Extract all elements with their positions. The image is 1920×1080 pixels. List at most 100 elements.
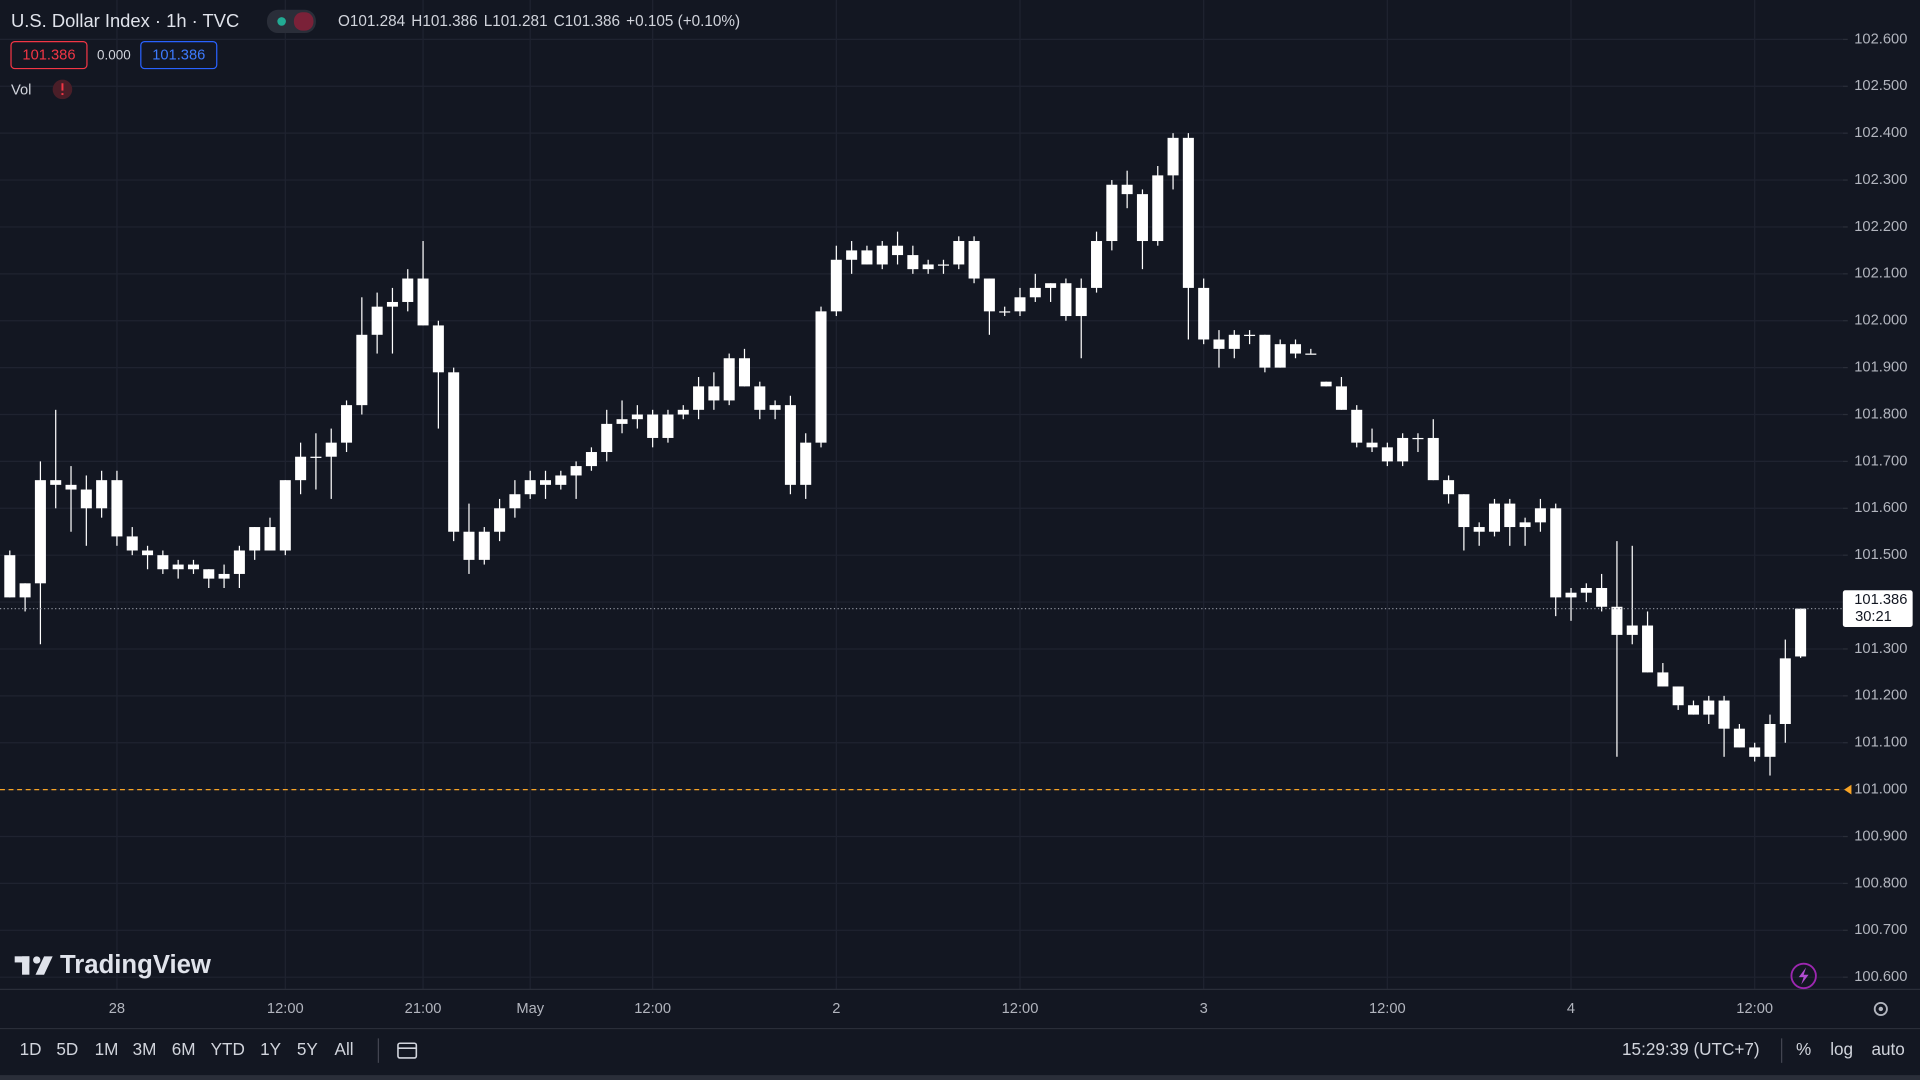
lightning-button[interactable]	[1790, 962, 1817, 990]
y-tick-label: 102.500	[1854, 78, 1907, 94]
candle-body	[830, 259, 842, 312]
range-button[interactable]: 6M	[172, 1039, 196, 1059]
candle-body	[341, 405, 353, 443]
x-tick-label: 28	[109, 1001, 125, 1017]
gear-icon	[1873, 1001, 1888, 1017]
scale-option[interactable]: log	[1830, 1039, 1853, 1059]
scale-option[interactable]: %	[1796, 1039, 1811, 1059]
candle-body	[1779, 658, 1791, 724]
candle-body	[96, 480, 108, 509]
buy-box[interactable]	[140, 41, 218, 70]
date-range-button[interactable]	[397, 1042, 418, 1059]
candle-body	[463, 531, 475, 560]
candle-body	[1274, 344, 1286, 368]
settings-button[interactable]	[1873, 1001, 1888, 1017]
clock[interactable]: 15:29:39 (UTC+7)	[1622, 1039, 1760, 1059]
candle-body	[157, 555, 169, 570]
logo-mark	[14, 956, 53, 975]
candle-body	[1335, 386, 1347, 410]
candle-body	[555, 475, 567, 485]
y-tick-label: 101.600	[1854, 500, 1907, 516]
candle-body	[524, 480, 536, 495]
candle-body	[662, 414, 674, 438]
candle-body	[126, 536, 138, 551]
x-tick-label: 12:00	[1369, 1001, 1406, 1017]
volume-label[interactable]: Vol	[11, 82, 31, 98]
ohlc-key: L	[484, 13, 493, 30]
candle-body	[371, 306, 383, 335]
candle-body	[494, 508, 506, 532]
y-tick-label: 101.100	[1854, 735, 1907, 751]
range-button[interactable]: 1D	[20, 1039, 42, 1059]
candle-body	[708, 386, 720, 401]
candle-body	[616, 419, 628, 424]
range-button[interactable]: 1Y	[260, 1039, 282, 1059]
price-label: 101.386	[1854, 592, 1907, 608]
candle-body	[677, 409, 689, 415]
range-button[interactable]: 5Y	[297, 1039, 319, 1059]
sell-box[interactable]	[10, 41, 88, 70]
candle-body	[1657, 672, 1669, 687]
candle-body	[172, 564, 184, 570]
candle-body	[1611, 606, 1623, 635]
ohlc-key: C	[554, 13, 565, 30]
candle-body	[907, 255, 919, 270]
range-button[interactable]: All	[335, 1039, 354, 1059]
candle-body	[1060, 283, 1072, 317]
ohlc-value: 101.284	[350, 13, 406, 30]
candle-body	[1091, 241, 1103, 288]
candle-body	[1473, 527, 1485, 532]
candle-body	[1703, 700, 1715, 715]
alert-marker[interactable]	[1844, 784, 1852, 795]
candle-body	[1687, 705, 1699, 715]
symbol-title[interactable]: U.S. Dollar Index · 1h · TVC	[11, 10, 239, 31]
spread: 0.000	[97, 47, 131, 62]
range-button[interactable]: YTD	[211, 1039, 245, 1059]
candle-body	[1029, 287, 1041, 298]
scale-option[interactable]: auto	[1871, 1039, 1904, 1059]
candle-body	[631, 414, 643, 420]
y-tick-label: 100.800	[1854, 875, 1907, 891]
range-button[interactable]: 1M	[95, 1039, 119, 1059]
candle-body	[218, 573, 230, 579]
candle-body	[249, 527, 261, 551]
candle-body	[922, 264, 934, 270]
candle-body	[1795, 608, 1807, 657]
range-button[interactable]: 5D	[56, 1039, 78, 1059]
range-button[interactable]: 3M	[133, 1039, 157, 1059]
y-tick-label: 101.000	[1854, 782, 1907, 798]
candle-body	[264, 527, 276, 551]
logo-part	[33, 956, 41, 964]
y-tick-label: 100.600	[1854, 969, 1907, 985]
candle-body	[1764, 723, 1776, 757]
candle-body	[601, 423, 613, 453]
candle-body	[540, 480, 552, 485]
toggle-flag	[293, 12, 314, 31]
x-tick-label: 2	[832, 1001, 840, 1017]
candle-body	[1519, 522, 1531, 528]
x-tick-label: 12:00	[1736, 1001, 1773, 1017]
ohlc-legend: O101.284 H101.386 L101.281 C101.386 +0.105 (…	[338, 13, 740, 30]
y-tick-label: 101.300	[1854, 641, 1907, 657]
ohlc-key: H	[411, 13, 422, 30]
candle-body	[1228, 334, 1240, 349]
candle-body	[4, 555, 16, 598]
x-tick-label: May	[516, 1001, 544, 1017]
logo-text: TradingView	[60, 951, 212, 979]
price-label-bg	[1842, 590, 1913, 628]
warning-dot	[61, 93, 64, 96]
candle-body	[509, 494, 521, 509]
candle-body	[1320, 381, 1332, 387]
warning-mark	[61, 83, 64, 91]
toolbar: 1D 5D 1M 3M 6M YTD 1Y 5Y All% log auto	[20, 1039, 1905, 1059]
candle-body	[1397, 437, 1409, 462]
candle-body	[1733, 728, 1745, 748]
visibility-toggle[interactable]	[266, 9, 316, 34]
y-tick-label: 101.500	[1854, 547, 1907, 563]
x-tick-label: 12:00	[267, 1001, 304, 1017]
candle-body	[279, 480, 291, 551]
candle-body	[1642, 625, 1654, 673]
candle-body	[1167, 137, 1179, 176]
